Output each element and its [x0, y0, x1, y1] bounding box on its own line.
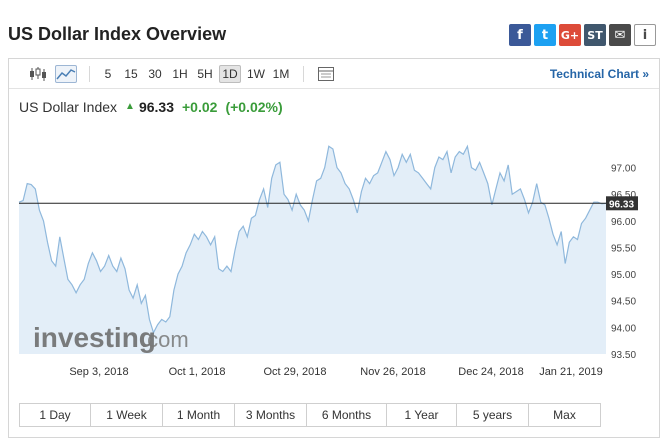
- range-selector: 1 Day 1 Week 1 Month 3 Months 6 Months 1…: [19, 403, 601, 427]
- x-tick-label: Oct 1, 2018: [169, 366, 226, 378]
- range-3-months[interactable]: 3 Months: [234, 404, 306, 426]
- x-tick-label: Jan 21, 2019: [539, 366, 603, 378]
- watermark-suffix: .com: [141, 327, 189, 352]
- y-tick-label: 97.00: [611, 164, 636, 175]
- series-line: [18, 144, 607, 335]
- watermark-logo: investing: [33, 322, 156, 353]
- y-tick-label: 94.50: [611, 297, 636, 308]
- y-tick-label: 93.50: [611, 350, 636, 361]
- range-6-months[interactable]: 6 Months: [306, 404, 386, 426]
- interval-30[interactable]: 30: [148, 67, 162, 81]
- interval-1w[interactable]: 1W: [247, 67, 265, 81]
- up-arrow-icon: ▲: [125, 101, 135, 112]
- technical-chart-link[interactable]: Technical Chart »: [549, 67, 649, 81]
- range-5-years[interactable]: 5 years: [456, 404, 528, 426]
- chart-toolbar: 5 15 30 1H 5H 1D 1W 1M Technical Chart »: [9, 59, 659, 89]
- interval-15[interactable]: 15: [124, 67, 138, 81]
- price-change-percent: (+0.02%): [225, 99, 283, 115]
- price-chart[interactable]: 93.50 94.00 94.50 95.00 95.50 96.00 96.50 97.00…: [9, 59, 661, 399]
- toolbar-divider: [89, 66, 90, 82]
- twitter-icon[interactable]: t: [534, 24, 556, 46]
- interval-1d[interactable]: 1D: [219, 65, 241, 83]
- email-icon[interactable]: ✉: [609, 24, 631, 46]
- range-1-day[interactable]: 1 Day: [39, 408, 71, 422]
- series-area: [19, 146, 606, 354]
- x-tick-label: Oct 29, 2018: [264, 366, 327, 378]
- candlestick-chart-icon[interactable]: [27, 65, 49, 83]
- interval-5h[interactable]: 5H: [197, 67, 213, 81]
- interval-1m[interactable]: 1M: [272, 67, 290, 81]
- x-tick-label: Sep 3, 2018: [69, 366, 128, 378]
- quote-line: US Dollar Index ▲ 96.33 +0.02 (+0.02%): [19, 99, 283, 115]
- google-plus-icon[interactable]: G+: [559, 24, 581, 46]
- y-tick-label: 95.00: [611, 270, 636, 281]
- y-tick-label: 94.00: [611, 323, 636, 334]
- range-max[interactable]: Max: [528, 404, 600, 426]
- y-tick-label: 96.50: [611, 190, 636, 201]
- page-title: US Dollar Index Overview: [8, 24, 227, 44]
- table-view-icon[interactable]: [315, 65, 337, 83]
- interval-1h[interactable]: 1H: [172, 67, 188, 81]
- current-price-flag: [606, 196, 638, 211]
- y-tick-label: 96.00: [611, 217, 636, 228]
- instrument-name: US Dollar Index: [19, 99, 118, 115]
- chart-widget: 5 15 30 1H 5H 1D 1W 1M Technical Chart »…: [8, 58, 660, 438]
- area-chart-icon[interactable]: [55, 65, 77, 83]
- y-tick-label: 95.50: [611, 243, 636, 254]
- toolbar-divider: [303, 66, 304, 82]
- price-change: +0.02: [182, 99, 218, 115]
- range-1-month[interactable]: 1 Month: [162, 404, 234, 426]
- info-icon[interactable]: i: [634, 24, 656, 46]
- current-price-label: 96.33: [609, 199, 634, 210]
- interval-5[interactable]: 5: [104, 67, 112, 81]
- facebook-icon[interactable]: f: [509, 24, 531, 46]
- x-tick-label: Dec 24, 2018: [458, 366, 523, 378]
- range-1-week[interactable]: 1 Week: [90, 404, 162, 426]
- stocktwits-icon[interactable]: ST: [584, 24, 606, 46]
- last-price: 96.33: [138, 99, 174, 115]
- range-1-year[interactable]: 1 Year: [386, 404, 456, 426]
- share-bar: f t G+ ST ✉ i: [509, 24, 656, 46]
- x-tick-label: Nov 26, 2018: [360, 366, 425, 378]
